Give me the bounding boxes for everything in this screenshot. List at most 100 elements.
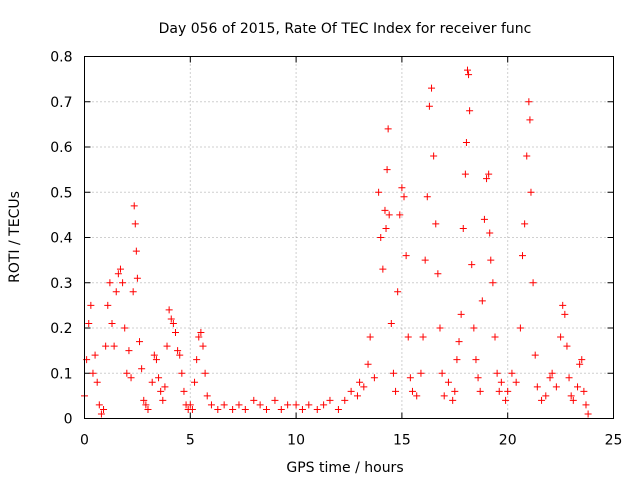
data-point [229,405,237,413]
data-point [476,387,484,395]
data-point [100,405,108,413]
data-point [574,383,582,391]
data-point [298,405,306,413]
data-point [110,342,118,350]
data-point [413,392,421,400]
data-point [197,329,205,337]
data-point [462,138,470,146]
data-points [81,66,592,418]
data-point [417,369,425,377]
data-point [512,378,520,386]
data-point [284,401,292,409]
data-point [423,193,431,201]
data-point [95,401,103,409]
data-point [364,360,372,368]
data-point [468,261,476,269]
data-point [150,351,158,359]
data-point [142,401,150,409]
x-tick-label: 20 [499,433,517,449]
data-point [449,396,457,404]
data-point [400,193,408,201]
data-point [220,401,228,409]
data-point [178,369,186,377]
data-point [370,374,378,382]
data-point [87,301,95,309]
data-point [478,297,486,305]
data-point [277,405,285,413]
data-point [565,374,573,382]
x-axis-label: GPS time / hours [286,460,403,476]
y-tick-label: 0.5 [50,185,72,201]
data-point [366,333,374,341]
data-point [163,342,171,350]
data-point [525,98,533,106]
data-point [523,152,531,160]
data-point [465,71,473,79]
data-point [382,224,390,232]
data-point [521,220,529,228]
data-point [381,206,389,214]
data-point [305,401,313,409]
data-point [144,405,152,413]
data-point [526,116,534,124]
data-point [398,184,406,192]
y-tick-label: 0.1 [50,366,72,382]
data-point [112,288,120,296]
data-point [186,401,194,409]
data-point [375,188,383,196]
data-point [171,329,179,337]
data-point [106,279,114,287]
data-point [116,265,124,273]
data-point [396,211,404,219]
data-point [486,229,494,237]
data-point [292,401,300,409]
data-point [127,374,135,382]
data-point [493,369,501,377]
data-point [356,378,364,386]
y-axis-label: ROTI / TECUs [7,191,23,283]
data-point [108,319,116,327]
data-point [203,392,211,400]
data-point [453,356,461,364]
data-point [93,378,101,386]
data-point [241,405,249,413]
data-point [379,265,387,273]
data-point [436,324,444,332]
data-point [434,270,442,278]
data-point [91,351,99,359]
data-point [546,374,554,382]
data-point [176,351,184,359]
data-point [459,224,467,232]
data-point [489,279,497,287]
data-point [432,220,440,228]
data-point [531,351,539,359]
data-point [552,383,560,391]
x-tick-label: 0 [80,433,89,449]
data-point [461,170,469,178]
data-point [235,401,243,409]
data-point [123,369,131,377]
data-point [508,369,516,377]
data-point [542,392,550,400]
data-point [502,396,510,404]
data-point [559,301,567,309]
data-point [353,392,361,400]
data-point [425,102,433,110]
data-point [129,288,137,296]
data-point [392,387,400,395]
data-point [455,338,463,346]
data-point [320,401,328,409]
data-point [313,405,321,413]
data-point [114,270,122,278]
data-point [131,220,139,228]
data-point [533,383,541,391]
data-point [383,166,391,174]
data-point [138,365,146,373]
data-point [428,84,436,92]
data-point [347,387,355,395]
data-point [430,152,438,160]
data-point [136,338,144,346]
y-tick-label: 0.6 [50,140,72,156]
data-point [387,319,395,327]
data-point [377,234,385,241]
